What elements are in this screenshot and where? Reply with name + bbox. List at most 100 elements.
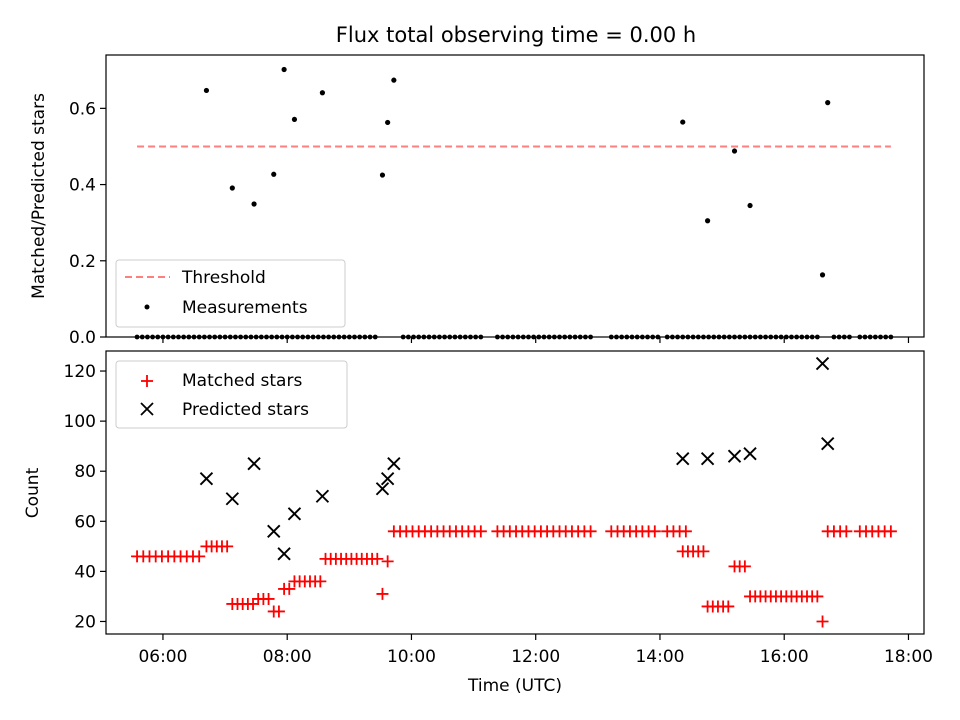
count-x-tick-label: 16:00 [760,647,809,667]
ratio-y-tick-label: 0.4 [69,176,96,196]
measurement-point [291,116,298,123]
count-panel: 20 40 60 80 100 120 06:00 08:00 10:00 12:00 14:00… [23,350,933,696]
measurement-point [421,334,427,340]
measurement-point [203,87,210,94]
measurement-point [181,334,187,340]
measurement-point [279,334,285,340]
ratio-y-tick-label: 0.0 [69,328,96,348]
measurement-point [196,334,202,340]
measurement-point [711,334,717,340]
legend-predicted-swatch [140,402,154,416]
predicted-star-point [287,507,302,521]
matched-star-point [697,545,710,558]
measurement-point [367,334,373,340]
measurement-point [191,334,197,340]
measurement-point [372,334,378,340]
count-x-tick-label: 12:00 [511,647,560,667]
measurement-point [248,334,254,340]
measurement-point [321,334,326,340]
measurement-point [546,334,552,340]
measurement-point [567,334,573,340]
predicted-star-point [375,482,390,496]
measurement-point [478,334,484,340]
matched-star-point [474,525,487,538]
measurement-point [737,334,743,340]
measurement-point [629,334,635,340]
count-x-axis-label: Time (UTC) [467,676,562,696]
measurement-point [400,334,406,340]
measurement-point [551,334,557,340]
measurement-point [704,218,711,224]
measurement-point [494,334,500,340]
measurement-point [752,334,758,340]
count-x-tick-label: 18:00 [884,647,933,667]
measurement-point [531,334,537,340]
measurement-point [510,334,516,340]
measurement-point [319,90,326,96]
count-x-tick-label: 06:00 [138,647,187,667]
measurement-point [258,334,264,340]
measurement-point [305,334,311,340]
measurement-point [411,334,416,340]
measurement-point [243,334,249,340]
measurement-point [207,334,212,340]
count-x-ticks: 06:00 08:00 10:00 12:00 14:00 16:00 18:00 [138,634,933,667]
measurement-point [515,334,521,340]
measurement-point [150,334,155,340]
measurement-point [357,334,363,340]
measurement-point [747,202,753,209]
ratio-legend-box [115,259,346,328]
measurement-point [233,334,238,340]
measurement-point [732,334,737,340]
ratio-y-tick-label: 0.6 [69,99,96,119]
measurement-point [437,334,442,340]
measurement-point [134,334,140,340]
measurement-point [768,334,774,340]
legend-matched-swatch [141,375,153,387]
predicted-star-point [821,436,835,451]
predicted-star-point [700,452,715,466]
measurement-point [541,334,547,340]
count-y-tick-label: 100 [64,412,96,432]
measurement-point [352,334,357,340]
measurement-point [336,334,342,340]
measurement-point [878,334,883,340]
measurement-point [295,334,300,340]
measurement-point [794,334,800,340]
count-legend-box [115,360,348,429]
measurement-point [457,334,463,340]
matched-star-point [262,592,275,605]
measurement-point [883,334,889,340]
measurement-point [271,171,277,177]
measurement-point [872,334,878,340]
measurement-point [391,77,397,83]
matched-star-point [247,597,260,610]
measurement-point [664,334,670,340]
measurement-point [857,334,863,340]
count-y-tick-label: 80 [74,462,96,482]
count-y-tick-label: 20 [74,612,96,632]
measurement-point [645,334,650,340]
measurement-point [747,334,753,340]
matched-star-point [314,575,327,588]
measurement-point [362,334,368,340]
matched-star-point [738,560,751,573]
measurement-point [310,334,316,340]
measurement-point [186,334,192,340]
measurement-point [170,334,176,340]
measurement-point [426,334,432,340]
measurement-point [201,334,207,340]
legend-measurements-swatch [144,304,150,310]
measurement-point [763,334,768,340]
measurement-point [726,334,732,340]
measurement-point [315,334,321,340]
measurement-point [701,334,706,340]
measurement-point [655,334,661,340]
measurement-point [799,334,805,340]
measurement-point [165,334,171,340]
measurement-point [505,334,511,340]
measurement-point [825,100,831,106]
measurement-point [536,334,542,340]
measurement-point [416,334,422,340]
